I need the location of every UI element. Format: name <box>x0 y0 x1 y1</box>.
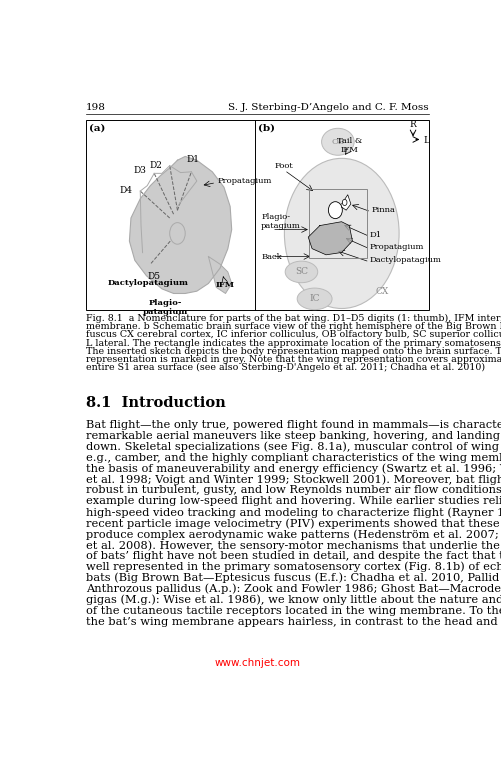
Text: the bat’s wing membrane appears hairless, in contrast to the head and body of th: the bat’s wing membrane appears hairless… <box>86 616 501 627</box>
Text: (a): (a) <box>89 124 105 133</box>
Text: entire S1 area surface (see also Sterbing-D'Angelo et al. 2011; Chadha et al. 20: entire S1 area surface (see also Sterbin… <box>86 363 484 372</box>
Text: down. Skeletal specializations (see Fig. 8.1a), muscular control of wing shape,: down. Skeletal specializations (see Fig.… <box>86 442 501 453</box>
Text: robust in turbulent, gusty, and low Reynolds number air flow conditions, for: robust in turbulent, gusty, and low Reyn… <box>86 485 501 496</box>
Text: well represented in the primary somatosensory cortex (Fig. 8.1b) of echolocating: well represented in the primary somatose… <box>86 562 501 572</box>
Text: Plagio-
patagium: Plagio- patagium <box>143 299 188 316</box>
Text: et al. 2008). However, the sensory-motor mechanisms that underlie the robustness: et al. 2008). However, the sensory-motor… <box>86 540 501 550</box>
Text: www.chnjet.com: www.chnjet.com <box>214 659 300 669</box>
Polygon shape <box>308 221 352 255</box>
Text: Pinna: Pinna <box>370 206 394 215</box>
Polygon shape <box>208 256 231 293</box>
Text: SC: SC <box>295 268 307 277</box>
Text: Plagio-
patagium: Plagio- patagium <box>261 213 300 230</box>
Text: IC: IC <box>309 294 319 303</box>
Text: D5: D5 <box>147 272 160 281</box>
Text: of bats’ flight have not been studied in detail, and despite the fact that the w: of bats’ flight have not been studied in… <box>86 551 501 561</box>
Ellipse shape <box>342 199 346 205</box>
Text: CX: CX <box>375 287 388 296</box>
Text: Bat flight—the only true, powered flight found in mammals—is characterized by: Bat flight—the only true, powered flight… <box>86 420 501 430</box>
Text: Dactylopatagium: Dactylopatagium <box>108 280 188 287</box>
Text: (b): (b) <box>258 124 275 133</box>
Ellipse shape <box>169 223 185 244</box>
Text: Foot: Foot <box>274 162 293 171</box>
Text: D3: D3 <box>134 166 146 175</box>
Text: D2: D2 <box>149 161 162 170</box>
Text: 8.1  Introduction: 8.1 Introduction <box>86 396 225 410</box>
Text: D1: D1 <box>186 155 199 164</box>
Text: L lateral. The rectangle indicates the approximate location of the primary somat: L lateral. The rectangle indicates the a… <box>86 339 501 347</box>
Text: Tail &
IFM: Tail & IFM <box>336 137 361 155</box>
Text: Propatagium: Propatagium <box>369 243 423 251</box>
Text: fuscus CX cerebral cortex, IC inferior colliculus, OB olfactory bulb, SC superio: fuscus CX cerebral cortex, IC inferior c… <box>86 330 501 340</box>
Ellipse shape <box>285 261 317 283</box>
Text: Anthrozous pallidus (A.p.): Zook and Fowler 1986; Ghost Bat—Macroderma: Anthrozous pallidus (A.p.): Zook and Fow… <box>86 584 501 594</box>
Text: e.g., camber, and the highly compliant characteristics of the wing membrane are: e.g., camber, and the highly compliant c… <box>86 453 501 462</box>
Bar <box>309 189 367 258</box>
Text: The inserted sketch depicts the body representation mapped onto the brain surfac: The inserted sketch depicts the body rep… <box>86 346 501 356</box>
Text: R: R <box>409 120 416 129</box>
Ellipse shape <box>284 158 398 309</box>
Text: representation is marked in grey. Note that the wing representation covers appro: representation is marked in grey. Note t… <box>86 355 501 364</box>
Text: of the cutaneous tactile receptors located in the wing membrane. To the naked ey: of the cutaneous tactile receptors locat… <box>86 606 501 615</box>
Text: bats (Big Brown Bat—Eptesicus fuscus (E.f.): Chadha et al. 2010, Pallid Bat—: bats (Big Brown Bat—Eptesicus fuscus (E.… <box>86 573 501 584</box>
Polygon shape <box>129 156 231 293</box>
Text: Fig. 8.1  a Nomenclature for parts of the bat wing. D1–D5 digits (1: thumb), IFM: Fig. 8.1 a Nomenclature for parts of the… <box>86 315 501 324</box>
Text: Propatagium: Propatagium <box>217 177 272 185</box>
Text: et al. 1998; Voigt and Winter 1999; Stockwell 2001). Moreover, bat flight is ver: et al. 1998; Voigt and Winter 1999; Stoc… <box>86 475 501 485</box>
Text: OB: OB <box>331 138 344 146</box>
Text: IFM: IFM <box>215 281 234 289</box>
Text: recent particle image velocimetry (PIV) experiments showed that these animals: recent particle image velocimetry (PIV) … <box>86 518 501 529</box>
Polygon shape <box>341 195 350 210</box>
Ellipse shape <box>321 128 353 155</box>
Bar <box>86 121 428 311</box>
Text: Back: Back <box>261 252 282 261</box>
Text: Dactylopatagium: Dactylopatagium <box>369 256 441 265</box>
Text: high-speed video tracking and modeling to characterize flight (Rayner 1979a, b),: high-speed video tracking and modeling t… <box>86 507 501 518</box>
Text: remarkable aerial maneuvers like steep banking, hovering, and landing upside-: remarkable aerial maneuvers like steep b… <box>86 431 501 440</box>
Ellipse shape <box>328 202 342 218</box>
Text: S. J. Sterbing-D’Angelo and C. F. Moss: S. J. Sterbing-D’Angelo and C. F. Moss <box>227 103 428 112</box>
Text: the basis of maneuverability and energy efficiency (Swartz et al. 1996; Winter: the basis of maneuverability and energy … <box>86 463 501 474</box>
Text: example during low-speed flight and hovering. While earlier studies relied on: example during low-speed flight and hove… <box>86 496 501 506</box>
Text: membrane. b Schematic brain surface view of the right hemisphere of the Big Brow: membrane. b Schematic brain surface view… <box>86 322 501 331</box>
Text: 198: 198 <box>86 103 106 112</box>
Ellipse shape <box>297 288 331 309</box>
Text: D1: D1 <box>369 231 381 239</box>
Text: produce complex aerodynamic wake patterns (Hedenström et al. 2007; Muijres: produce complex aerodynamic wake pattern… <box>86 529 501 540</box>
Text: D4: D4 <box>120 186 133 195</box>
Text: gigas (M.g.): Wise et al. 1986), we know only little about the nature and functi: gigas (M.g.): Wise et al. 1986), we know… <box>86 595 501 605</box>
Text: L: L <box>423 136 429 145</box>
